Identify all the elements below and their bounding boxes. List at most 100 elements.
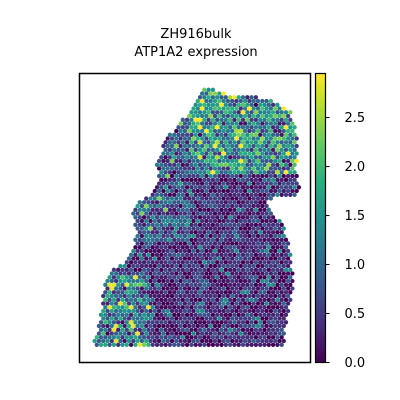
spot xyxy=(137,335,142,340)
spot xyxy=(189,245,194,250)
spot xyxy=(219,275,224,280)
spot xyxy=(184,312,190,317)
spot xyxy=(133,312,138,317)
spot xyxy=(268,211,274,216)
spot xyxy=(210,87,216,92)
spot xyxy=(240,140,246,145)
spot xyxy=(154,245,160,250)
spot xyxy=(230,316,235,321)
spot xyxy=(161,158,166,164)
spot xyxy=(264,241,269,246)
spot xyxy=(161,316,166,321)
spot xyxy=(232,207,237,212)
spot xyxy=(135,241,140,246)
spot xyxy=(156,188,162,194)
spot xyxy=(270,237,276,242)
spot xyxy=(268,143,274,149)
spot xyxy=(251,233,256,239)
spot xyxy=(169,173,175,179)
spot xyxy=(232,95,237,100)
spot xyxy=(247,113,252,119)
spot xyxy=(193,147,198,152)
spot xyxy=(116,342,121,347)
spot xyxy=(253,215,259,220)
spot xyxy=(258,282,263,287)
spot xyxy=(139,203,145,209)
spot xyxy=(187,151,192,156)
spot xyxy=(215,102,220,107)
spot xyxy=(221,136,226,141)
spot xyxy=(249,102,254,107)
spot xyxy=(260,128,265,134)
spot xyxy=(202,140,207,145)
spot xyxy=(234,151,239,156)
spot xyxy=(178,248,183,254)
spot xyxy=(242,316,248,321)
spot xyxy=(212,166,218,171)
spot xyxy=(277,226,282,231)
spot xyxy=(212,241,218,246)
spot xyxy=(103,305,108,310)
spot xyxy=(270,102,276,107)
spot xyxy=(197,125,203,130)
spot xyxy=(264,256,269,261)
spot xyxy=(131,293,136,299)
spot xyxy=(215,132,220,137)
spot xyxy=(159,215,164,220)
spot xyxy=(154,312,160,317)
spot xyxy=(240,110,246,115)
spot xyxy=(285,286,291,291)
spot xyxy=(221,128,226,134)
spot xyxy=(152,218,157,224)
spot xyxy=(208,331,213,336)
spot xyxy=(195,248,200,254)
spot xyxy=(187,158,192,164)
spot xyxy=(206,87,211,92)
spot xyxy=(223,177,228,182)
spot xyxy=(260,143,265,149)
spot xyxy=(247,218,252,224)
spot xyxy=(174,203,179,209)
spot xyxy=(144,203,149,209)
spot xyxy=(113,308,119,314)
plot-frame xyxy=(78,72,312,364)
spot xyxy=(199,91,205,96)
spot xyxy=(187,196,192,201)
spot xyxy=(144,196,149,201)
spot xyxy=(234,248,239,254)
spot xyxy=(236,110,241,115)
spot xyxy=(210,132,216,137)
spot xyxy=(165,218,170,224)
spot xyxy=(249,155,254,160)
spot xyxy=(139,286,145,291)
spot xyxy=(285,308,291,314)
spot xyxy=(234,308,239,314)
spot xyxy=(187,188,192,194)
spot xyxy=(215,170,220,175)
spot xyxy=(212,173,218,179)
spot xyxy=(178,136,183,141)
spot xyxy=(219,342,224,347)
spot xyxy=(180,237,185,242)
spot xyxy=(144,286,149,291)
spot xyxy=(122,301,127,306)
spot xyxy=(210,102,216,107)
spot xyxy=(163,155,168,160)
spot xyxy=(255,233,261,239)
spot xyxy=(137,207,142,212)
spot xyxy=(225,256,231,261)
spot xyxy=(219,117,224,122)
spot xyxy=(279,125,284,130)
spot xyxy=(208,263,213,269)
spot xyxy=(159,162,164,167)
spot xyxy=(225,301,231,306)
spot xyxy=(187,181,192,186)
spot xyxy=(242,113,248,119)
spot xyxy=(258,170,263,175)
spot xyxy=(148,338,153,344)
spot xyxy=(283,192,289,197)
spot xyxy=(161,331,166,336)
spot xyxy=(206,252,211,257)
spot xyxy=(137,297,142,302)
spot xyxy=(273,308,278,314)
